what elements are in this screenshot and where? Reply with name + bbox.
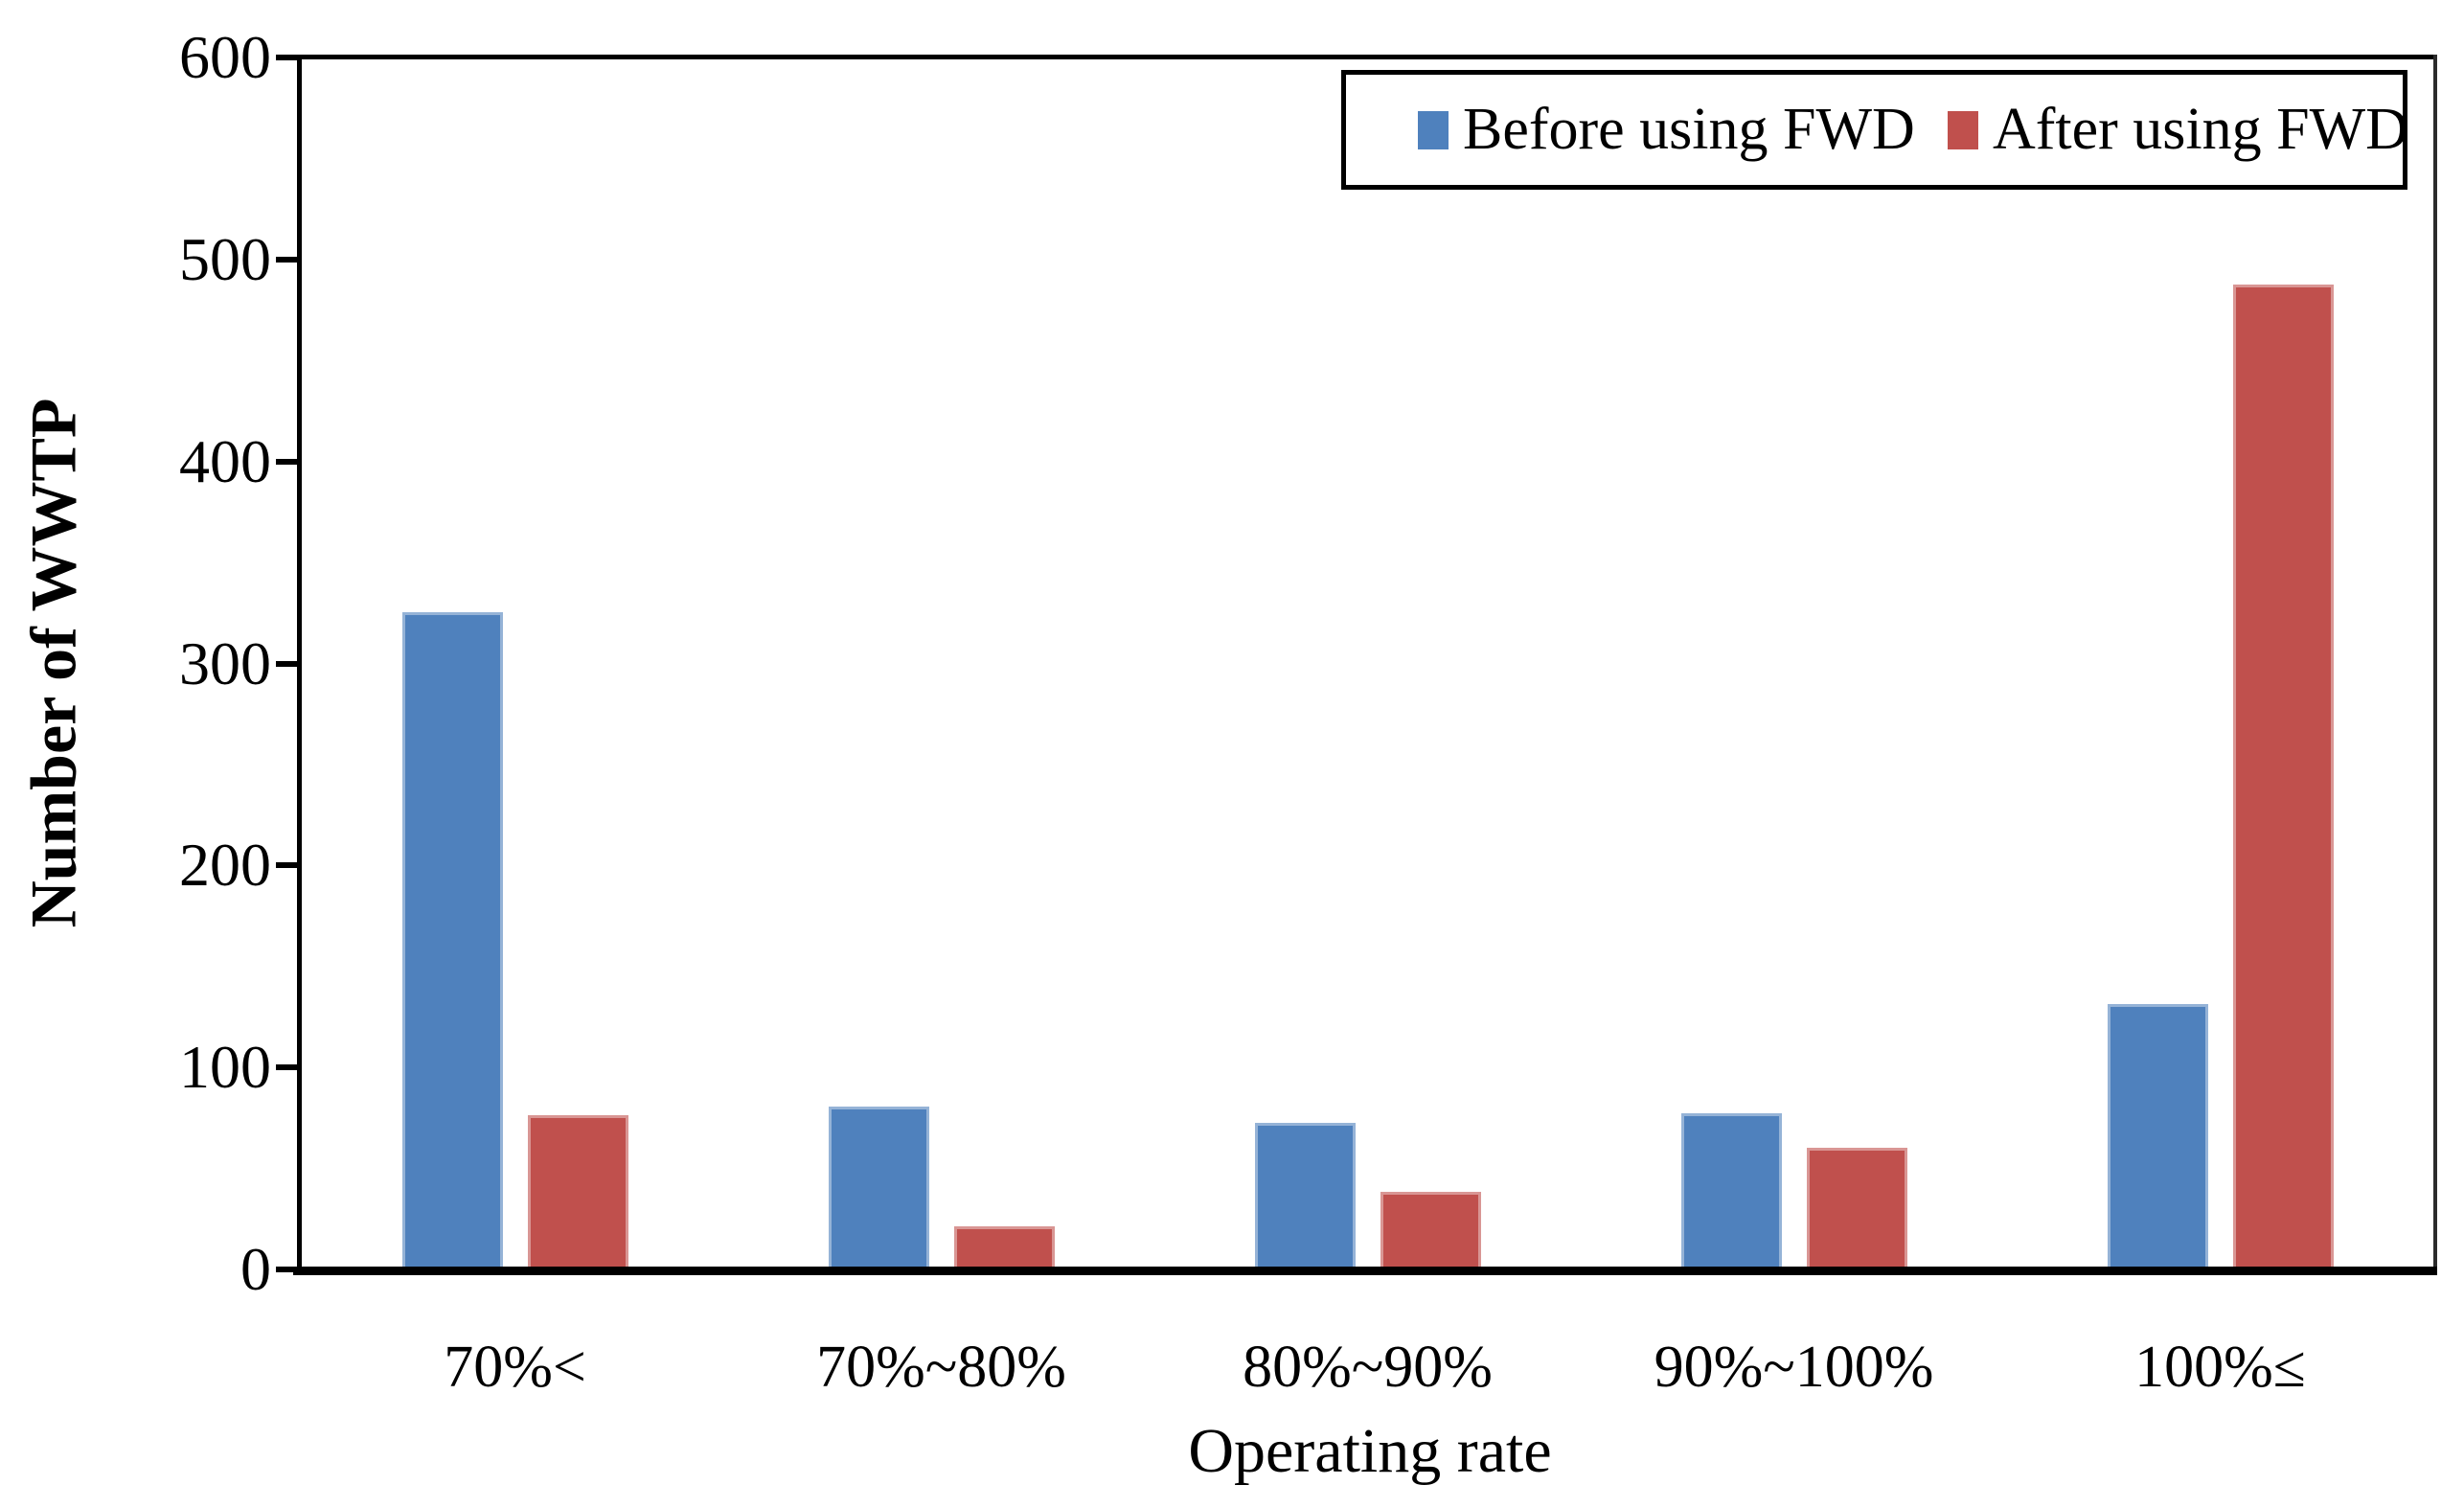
bar-0-2 bbox=[1254, 1123, 1356, 1267]
bar-0-4 bbox=[2107, 1003, 2208, 1267]
y-tick-label: 300 bbox=[179, 628, 271, 697]
bar-1-0 bbox=[527, 1114, 628, 1267]
y-tick bbox=[276, 660, 299, 667]
bar-1-1 bbox=[953, 1225, 1055, 1267]
y-tick bbox=[276, 1267, 299, 1272]
y-axis-line bbox=[297, 55, 302, 1275]
y-axis-title: Number of WWTP bbox=[16, 398, 90, 928]
legend-swatch-after-icon bbox=[1948, 111, 1978, 149]
x-category-label: 80%~90% bbox=[1243, 1335, 1493, 1400]
legend-label-before: Before using FWD bbox=[1463, 97, 1915, 162]
y-tick bbox=[276, 256, 299, 263]
bar-1-2 bbox=[1380, 1191, 1481, 1267]
plot-right-border bbox=[2433, 55, 2437, 1275]
y-tick-label: 500 bbox=[179, 224, 271, 293]
x-axis-line bbox=[293, 1267, 2437, 1275]
y-tick bbox=[276, 1064, 299, 1071]
x-category-label: 70%~80% bbox=[816, 1335, 1066, 1400]
y-tick-label: 200 bbox=[179, 831, 271, 900]
x-category-label: 70%< bbox=[444, 1335, 586, 1400]
legend-swatch-before-icon bbox=[1418, 111, 1449, 149]
bar-1-3 bbox=[1806, 1147, 1907, 1267]
bar-0-0 bbox=[401, 611, 503, 1267]
plot-top-border bbox=[297, 55, 2437, 59]
x-axis-title: Operating rate bbox=[1188, 1416, 1552, 1486]
legend: Before using FWD After using FWD bbox=[1341, 70, 2408, 190]
y-tick-label: 400 bbox=[179, 426, 271, 495]
y-tick bbox=[276, 862, 299, 869]
bar-1-4 bbox=[2232, 285, 2334, 1267]
legend-label-after: After using FWD bbox=[1993, 97, 2408, 162]
y-tick bbox=[276, 458, 299, 465]
y-tick-label: 100 bbox=[179, 1033, 271, 1102]
bar-0-3 bbox=[1680, 1112, 1782, 1267]
bar-0-1 bbox=[828, 1107, 929, 1267]
y-tick-label: 600 bbox=[179, 23, 271, 91]
y-tick-label: 0 bbox=[240, 1235, 271, 1303]
y-tick bbox=[276, 55, 299, 60]
x-category-label: 90%~100% bbox=[1654, 1335, 1934, 1400]
x-category-label: 100%≤ bbox=[2134, 1335, 2306, 1400]
